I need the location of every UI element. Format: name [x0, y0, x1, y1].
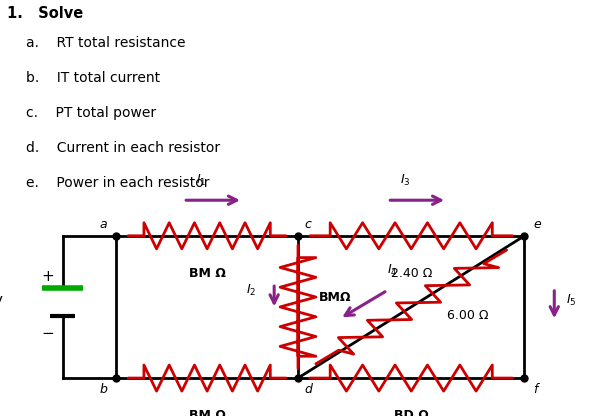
Text: $I_4$: $I_4$: [387, 263, 398, 278]
Text: $I_5$: $I_5$: [566, 293, 577, 308]
Text: $I_2$: $I_2$: [246, 283, 256, 298]
Text: d: d: [304, 383, 312, 396]
Text: $I_3$: $I_3$: [400, 173, 411, 188]
Text: $I_1$: $I_1$: [196, 173, 206, 188]
Text: +: +: [41, 269, 54, 284]
Text: 6.00 Ω: 6.00 Ω: [447, 310, 489, 322]
Text: BMΩ: BMΩ: [319, 291, 352, 304]
Text: 2.40 Ω: 2.40 Ω: [390, 267, 432, 280]
Text: a: a: [100, 218, 107, 231]
Text: b: b: [100, 383, 107, 396]
Text: c.    PT total power: c. PT total power: [26, 106, 156, 120]
Text: 1.   Solve: 1. Solve: [7, 6, 83, 21]
Text: BD Ω: BD Ω: [394, 409, 429, 416]
Text: BM Ω: BM Ω: [189, 409, 225, 416]
Text: −: −: [41, 325, 54, 341]
Text: a.    RT total resistance: a. RT total resistance: [26, 36, 186, 50]
Text: e: e: [533, 218, 541, 231]
Text: e.    Power in each resistor: e. Power in each resistor: [26, 176, 210, 190]
Text: d.    Current in each resistor: d. Current in each resistor: [26, 141, 221, 155]
Text: c: c: [304, 218, 311, 231]
Text: BM Ω: BM Ω: [189, 267, 225, 280]
Text: f: f: [533, 383, 538, 396]
Text: 15.0 V: 15.0 V: [0, 295, 3, 309]
Text: b.    IT total current: b. IT total current: [26, 71, 160, 85]
